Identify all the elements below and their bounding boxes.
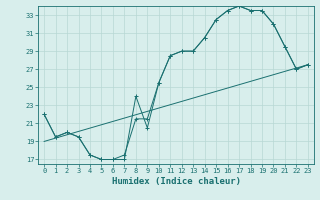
X-axis label: Humidex (Indice chaleur): Humidex (Indice chaleur) bbox=[111, 177, 241, 186]
